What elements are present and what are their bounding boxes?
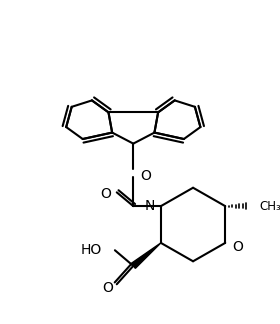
Text: O: O [233,239,244,254]
Text: CH₃: CH₃ [259,200,280,213]
Polygon shape [131,243,161,268]
Text: O: O [100,187,111,201]
Text: O: O [102,281,113,295]
Text: N: N [145,199,155,213]
Text: HO: HO [81,243,102,257]
Text: O: O [141,169,151,183]
